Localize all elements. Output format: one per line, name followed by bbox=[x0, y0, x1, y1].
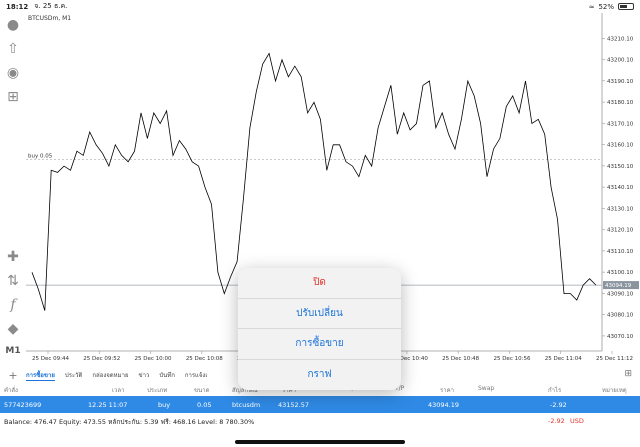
timeframe-button[interactable]: M1 bbox=[5, 346, 21, 356]
y-tick-label: 43150.10 bbox=[607, 164, 634, 170]
row-open-price: 43152.57 bbox=[278, 401, 310, 409]
trade-button[interactable]: การซื้อขาย bbox=[238, 329, 401, 360]
row-time: 12.25 11:07 bbox=[88, 401, 128, 409]
x-tick-label: 25 Dec 09:44 bbox=[32, 356, 69, 362]
buy-order-label: buy 0.05 bbox=[28, 154, 53, 160]
add-box-icon[interactable]: ⊞ bbox=[7, 89, 19, 105]
tab-news[interactable]: ข่าว bbox=[138, 372, 150, 379]
chat-icon[interactable]: ◉ bbox=[6, 65, 20, 81]
x-tick-label: 25 Dec 10:40 bbox=[391, 356, 428, 362]
y-tick-label: 43090.10 bbox=[607, 291, 634, 297]
y-tick-label: 43140.10 bbox=[607, 185, 634, 191]
row-current-price: 43094.19 bbox=[428, 401, 460, 409]
balance-summary: Balance: 476.47 Equity: 473.55 หลักประกั… bbox=[4, 418, 255, 426]
battery-icon bbox=[618, 3, 634, 10]
status-bar: 18:12 จ. 25 ธ.ค. ≈ 52% bbox=[0, 0, 640, 13]
table-row[interactable]: 577423699 12.25 11:07 buy 0.05 btcusdm 4… bbox=[0, 396, 640, 413]
row-symbol: btcusdm bbox=[232, 401, 261, 409]
x-tick-label: 25 Dec 11:12 bbox=[596, 356, 633, 362]
position-action-menu: ปิด ปรับเปลี่ยน การซื้อขาย กราฟ bbox=[238, 268, 401, 390]
function-icon[interactable]: f bbox=[10, 297, 16, 313]
tab-history[interactable]: ประวัติ bbox=[64, 372, 83, 379]
tab-journal[interactable]: บันทึก bbox=[159, 372, 175, 379]
tab-trade[interactable]: การซื้อขาย bbox=[26, 371, 55, 381]
y-tick-label: 43080.10 bbox=[607, 313, 634, 319]
y-tick-label: 43130.10 bbox=[607, 206, 634, 212]
y-tick-label: 43070.10 bbox=[607, 334, 634, 340]
y-tick-label: 43170.10 bbox=[607, 121, 634, 127]
chart-symbol-label: BTCUSDm, M1 bbox=[28, 15, 72, 22]
chart-button[interactable]: กราฟ bbox=[307, 369, 332, 381]
price-series-line bbox=[31, 52, 597, 311]
share-icon[interactable]: ⇧ bbox=[7, 41, 19, 57]
add-icon[interactable]: + bbox=[8, 368, 18, 382]
current-price-tag bbox=[603, 281, 639, 290]
crosshair-icon[interactable]: ✚ bbox=[7, 249, 19, 265]
col-time: เวลา bbox=[112, 387, 125, 394]
col-profit: กำไร bbox=[548, 387, 562, 394]
col-open-price: ราคา bbox=[282, 387, 296, 394]
y-tick-label: 43160.10 bbox=[607, 143, 634, 149]
tab-alerts[interactable]: การแจ้งเ bbox=[184, 372, 208, 379]
chart-svg[interactable]: 43070.10 43080.10 43090.10 43100.10 43110.10… bbox=[26, 13, 640, 368]
col-symbol: สัญลักษณ์ bbox=[232, 387, 258, 394]
price-chart[interactable]: 43070.10 43080.10 43090.10 43100.10 43110.10… bbox=[26, 13, 640, 368]
balance-bar: Balance: 476.47 Equity: 473.55 หลักประกั… bbox=[0, 414, 640, 428]
shapes-icon[interactable]: ◆ bbox=[7, 321, 19, 337]
col-type: ประเภท bbox=[147, 387, 168, 394]
tab-mailbox[interactable]: กล่องจดหมาย bbox=[92, 372, 129, 379]
modify-position-button[interactable]: ปรับเปลี่ยน bbox=[238, 299, 401, 329]
wifi-icon: ≈ bbox=[588, 2, 595, 11]
person-icon[interactable]: ● bbox=[6, 17, 20, 33]
col-comment: หมายเหตุ bbox=[602, 387, 627, 394]
y-tick-label: 43100.10 bbox=[607, 270, 634, 276]
status-time: 18:12 bbox=[6, 2, 29, 11]
row-size: 0.05 bbox=[197, 401, 212, 409]
y-tick-label: 43180.10 bbox=[607, 100, 634, 106]
x-tick-label: 25 Dec 10:00 bbox=[135, 356, 172, 362]
row-profit: -2.92 bbox=[550, 401, 567, 409]
x-tick-label: 25 Dec 10:56 bbox=[493, 356, 530, 362]
col-swap: Swap bbox=[478, 385, 495, 392]
indicators-icon[interactable]: ⇅ bbox=[7, 273, 19, 289]
y-tick-label: 43210.10 bbox=[607, 36, 634, 42]
status-date: จ. 25 ธ.ค. bbox=[34, 2, 68, 10]
col-tp: T/P bbox=[395, 385, 405, 392]
close-position-button[interactable]: ปิด bbox=[238, 268, 401, 299]
x-tick-label: 25 Dec 09:52 bbox=[83, 356, 120, 362]
total-profit: -2.92 bbox=[548, 417, 565, 425]
battery-percent: 52% bbox=[598, 2, 614, 11]
col-size: ขนาด bbox=[194, 387, 210, 394]
home-indicator[interactable] bbox=[235, 440, 405, 444]
row-type: buy bbox=[158, 401, 171, 409]
y-tick-label: 43110.10 bbox=[607, 249, 634, 255]
y-tick-label: 43190.10 bbox=[607, 79, 634, 85]
col-price: ราคา bbox=[440, 387, 454, 394]
x-tick-label: 25 Dec 11:04 bbox=[545, 356, 582, 362]
col-order: คำสั่ง bbox=[4, 387, 18, 394]
y-tick-label: 43120.10 bbox=[607, 228, 634, 234]
settings-icon[interactable]: ⊞ bbox=[624, 369, 632, 379]
profit-currency: USD bbox=[570, 417, 584, 425]
chart-toolbar: ● ⇧ ◉ ⊞ ✚ ⇅ f ◆ M1 bbox=[0, 13, 26, 356]
row-order: 577423699 bbox=[4, 401, 42, 409]
x-tick-label: 25 Dec 10:08 bbox=[186, 356, 223, 362]
current-price-tag-label: 43094.19 bbox=[605, 283, 632, 289]
y-tick-label: 43200.10 bbox=[607, 58, 634, 64]
x-tick-label: 25 Dec 10:48 bbox=[442, 356, 479, 362]
